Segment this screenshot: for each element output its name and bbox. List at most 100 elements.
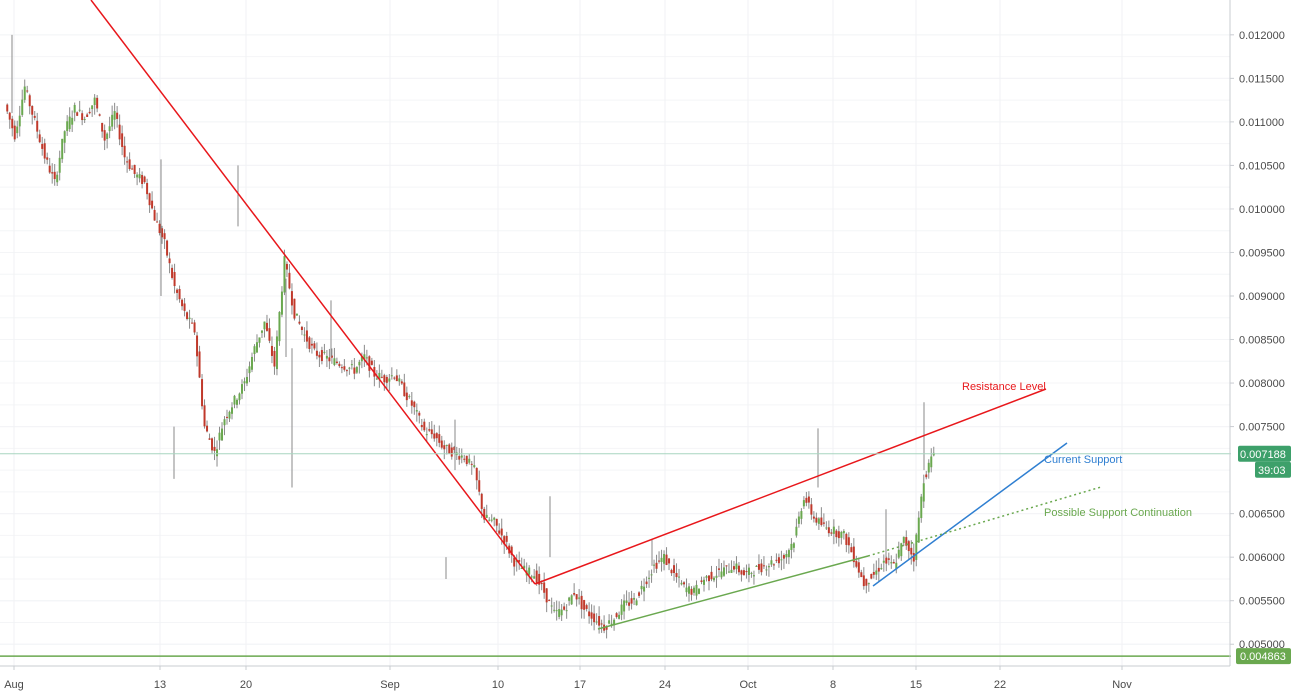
candle-body [345,370,348,372]
candle-body [887,558,890,560]
candle-body [420,425,423,428]
candle-body [133,164,136,174]
candle-body [146,182,149,195]
candle-body [116,112,119,119]
candle-body [752,575,755,577]
candle-body [598,616,601,626]
candle-body [745,571,748,573]
candle-body [378,372,381,380]
candle-body [33,115,36,118]
candle-body [930,456,933,468]
candle-body [216,449,219,457]
candle-body [293,298,296,319]
candle-body [290,291,293,306]
candle-body [767,566,770,568]
candle-body [917,517,920,543]
candle-body [273,350,276,367]
candle-body [88,111,91,114]
y-axis[interactable]: 0.012000 0.011500 0.011000 0.010500 0.010000… [1229,0,1291,694]
candle-body [608,620,611,624]
candle-body [288,272,291,289]
candle-body [265,322,268,331]
candle-body [43,143,46,159]
candle-body [206,425,209,432]
candle-body [805,497,808,503]
candle-body [915,534,918,560]
x-tick-label: Oct [739,679,756,691]
candle-body [405,392,408,401]
candle-body [837,531,840,539]
candle-body [76,112,79,116]
candle-body [343,366,346,370]
candle-body [600,623,603,625]
candle-body [198,351,201,378]
candle-body [648,577,651,579]
candle-body [158,223,161,234]
candle-body [465,455,468,465]
candle-body [645,581,648,585]
x-axis[interactable]: Aug 13 20 Sep 10 17 24 Oct 8 15 22 Nov [0,665,1230,691]
current-price-value: 0.007188 [1240,449,1286,461]
candle-body [827,527,830,534]
candle-body [615,613,618,618]
candle-body [495,518,498,526]
candle-body [231,407,234,414]
candle-body [658,560,661,562]
candle-body [103,130,106,141]
candle-body [625,600,628,603]
candle-body [310,343,313,346]
candle-body [558,609,561,617]
candle-body [643,586,646,592]
candle-body [927,462,930,473]
candle-body [555,610,558,612]
candle-body [825,527,828,529]
candle-body [41,144,44,149]
candle-body [720,571,723,578]
candle-body [51,172,54,174]
candle-body [812,516,815,519]
candle-body [385,376,388,383]
candle-body [490,519,493,521]
candle-body [335,361,338,364]
candle-body [250,356,253,370]
candle-body [727,571,730,573]
candle-body [907,541,910,552]
candle-body [26,90,29,92]
candle-body [61,138,64,160]
candle-body [510,546,513,555]
candle-body [38,134,41,143]
candle-body [153,209,156,221]
candle-body [710,571,713,580]
candle-body [428,429,431,431]
y-tick-label: 0.008500 [1239,335,1285,347]
candle-body [328,357,331,362]
candle-body [665,554,668,565]
candle-body [253,346,256,355]
candle-body [762,565,765,567]
candle-body [348,367,351,369]
candle-body [355,366,358,373]
y-tick-label: 0.010000 [1239,204,1285,216]
candle-body [850,547,853,553]
trendlines[interactable] [90,0,1102,630]
candle-body [470,463,473,465]
candle-body [333,358,336,365]
candle-body [852,546,855,563]
candle-body [186,312,189,319]
candle-body [66,121,69,132]
candle-body [358,361,361,366]
candle-body [363,354,366,360]
candle-body [673,565,676,574]
candle-body [108,126,111,132]
y-tick-label: 0.011500 [1239,73,1284,85]
y-tick-label: 0.011000 [1239,117,1284,129]
candle-body [922,483,925,502]
trendline [597,555,869,630]
candle-body [802,500,805,507]
candle-body [777,557,780,564]
candle-body [21,99,24,115]
candle-body [315,350,318,356]
candle-body [792,543,795,548]
